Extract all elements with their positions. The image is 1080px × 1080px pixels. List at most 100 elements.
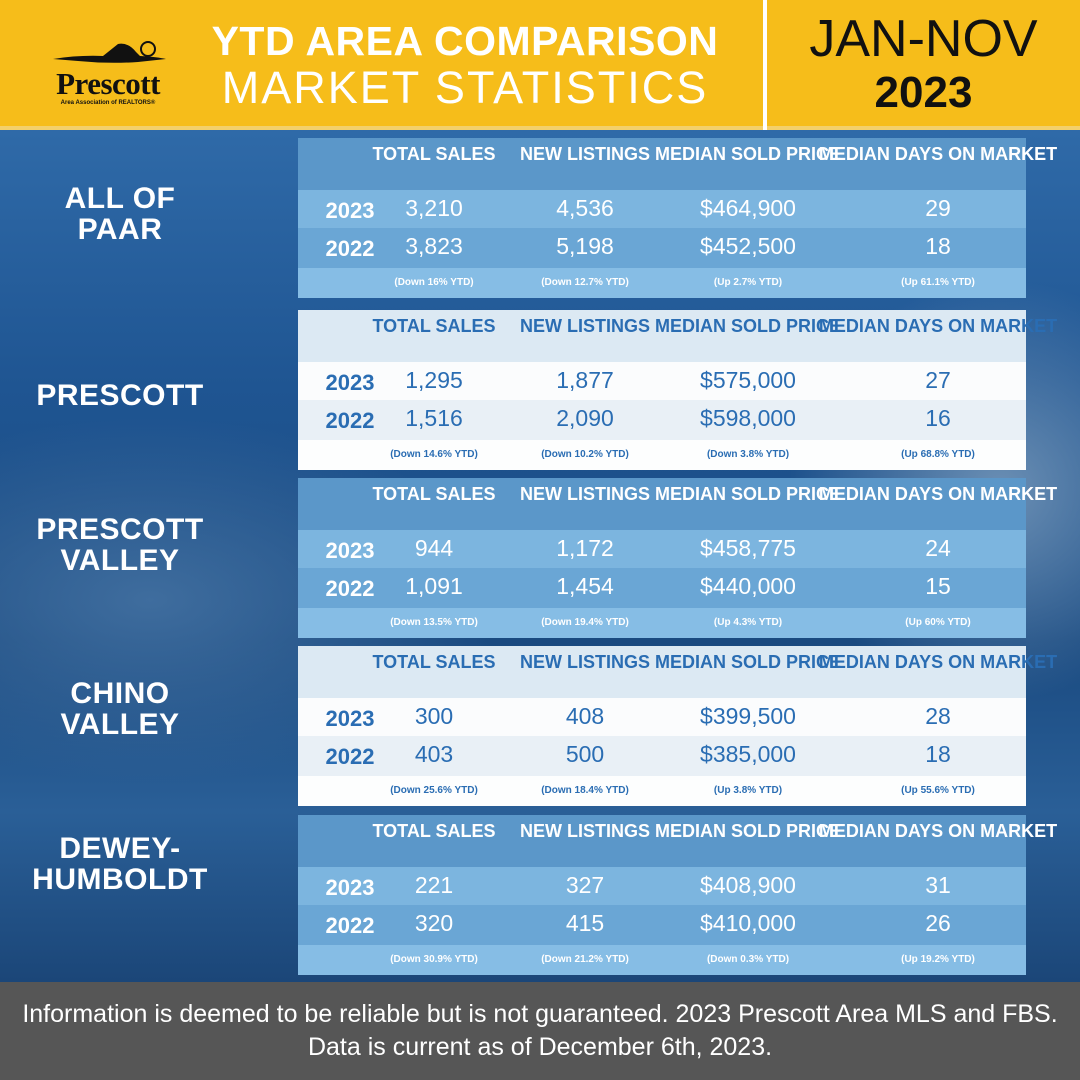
change-sales: (Down 30.9% YTD) <box>390 954 478 965</box>
cell-sales: 1,516 <box>405 405 463 431</box>
table-header: TOTAL SALES NEW LISTINGS MEDIAN SOLD PRICE… <box>298 138 1057 190</box>
table-row: 2022 320 415 $410,000 26 <box>298 905 1026 945</box>
table-header: TOTAL SALES NEW LISTINGS MEDIAN SOLD PRICE… <box>298 478 1057 530</box>
cell-days: 18 <box>925 233 951 259</box>
column-header-days: MEDIAN DAYS ON MARKET <box>818 652 1058 672</box>
column-header-listings: NEW LISTINGS <box>520 484 650 504</box>
column-header-days: MEDIAN DAYS ON MARKET <box>818 144 1058 164</box>
change-days: (Up 68.8% YTD) <box>901 449 975 460</box>
cell-listings: 1,877 <box>556 367 614 393</box>
cell-listings: 1,172 <box>556 535 614 561</box>
logo-subtitle: Area Association of REALTORS® <box>60 100 156 106</box>
change-price: (Down 3.8% YTD) <box>706 449 790 460</box>
change-listings: (Down 21.2% YTD) <box>541 954 629 965</box>
cell-sales: 320 <box>414 910 454 936</box>
period: JAN-NOV <box>809 10 1038 68</box>
change-sales: (Down 16% YTD) <box>394 277 474 288</box>
row-year: 2022 <box>325 236 375 261</box>
cell-days: 18 <box>925 741 951 767</box>
area-label: PRESCOTT <box>36 379 204 412</box>
column-header-price: MEDIAN SOLD PRICE <box>654 652 842 672</box>
column-header-days: MEDIAN DAYS ON MARKET <box>818 821 1058 841</box>
cell-days: 29 <box>925 195 951 221</box>
column-header-listings: NEW LISTINGS <box>520 821 650 841</box>
title-line1: YTD AREA COMPARISON <box>211 18 719 64</box>
table-row: 2022 1,091 1,454 $440,000 15 <box>298 568 1026 608</box>
table-row: 2023 1,295 1,877 $575,000 27 <box>298 362 1026 400</box>
column-header-price: MEDIAN SOLD PRICE <box>654 484 842 504</box>
table-row: 2023 3,210 4,536 $464,900 29 <box>298 190 1026 228</box>
cell-price: $410,000 <box>700 910 796 936</box>
column-header-listings: NEW LISTINGS <box>520 144 650 164</box>
change-listings: (Down 12.7% YTD) <box>541 277 629 288</box>
table-row: 2023 221 327 $408,900 31 <box>298 867 1026 905</box>
table-row: 2022 3,823 5,198 $452,500 18 <box>298 228 1026 268</box>
change-listings: (Down 19.4% YTD) <box>541 617 629 628</box>
column-header-listings: NEW LISTINGS <box>520 316 650 336</box>
change-listings: (Down 18.4% YTD) <box>541 785 629 796</box>
area-label: DEWEY- HUMBOLDT <box>32 832 208 896</box>
table-header: TOTAL SALES NEW LISTINGS MEDIAN SOLD PRICE… <box>298 646 1057 698</box>
cell-price: $452,500 <box>700 233 796 259</box>
change-row: (Down 25.6% YTD) (Down 18.4% YTD) (Up 3.8%… <box>298 776 1026 806</box>
cell-listings: 1,454 <box>556 573 614 599</box>
row-year: 2023 <box>325 538 375 563</box>
cell-sales: 1,295 <box>405 367 463 393</box>
table-row: 2022 403 500 $385,000 18 <box>298 736 1026 776</box>
stats-table: TOTAL SALES NEW LISTINGS MEDIAN SOLD PRICE… <box>298 478 1057 638</box>
area-label: ALL OF PAAR <box>64 182 176 246</box>
row-year: 2022 <box>325 913 375 938</box>
row-year: 2023 <box>325 198 375 223</box>
row-year: 2023 <box>325 370 375 395</box>
column-header-sales: TOTAL SALES <box>372 316 496 336</box>
disclaimer: Information is deemed to be reliable but… <box>0 982 1080 1080</box>
column-header-listings: NEW LISTINGS <box>520 652 650 672</box>
column-header-sales: TOTAL SALES <box>372 484 496 504</box>
stats-table: TOTAL SALES NEW LISTINGS MEDIAN SOLD PRICE… <box>298 815 1057 975</box>
change-price: (Up 3.8% YTD) <box>713 785 783 796</box>
cell-listings: 327 <box>565 872 605 898</box>
column-header-sales: TOTAL SALES <box>372 652 496 672</box>
year: 2023 <box>874 68 973 117</box>
cell-sales: 300 <box>414 703 454 729</box>
cell-days: 24 <box>925 535 951 561</box>
cell-days: 15 <box>925 573 951 599</box>
header: Prescott Area Association of REALTORS® Y… <box>0 0 1080 130</box>
cell-days: 28 <box>925 703 951 729</box>
cell-sales: 1,091 <box>405 573 463 599</box>
cell-days: 26 <box>925 910 951 936</box>
row-year: 2023 <box>325 706 375 731</box>
table-header: TOTAL SALES NEW LISTINGS MEDIAN SOLD PRICE… <box>298 815 1057 867</box>
cell-listings: 415 <box>565 910 605 936</box>
change-row: (Down 13.5% YTD) (Down 19.4% YTD) (Up 4.3%… <box>298 608 1026 638</box>
change-row: (Down 16% YTD) (Down 12.7% YTD) (Up 2.7% Y… <box>298 268 1026 298</box>
change-sales: (Down 13.5% YTD) <box>390 617 478 628</box>
change-days: (Up 61.1% YTD) <box>901 277 975 288</box>
change-row: (Down 30.9% YTD) (Down 21.2% YTD) (Down 0.… <box>298 945 1026 975</box>
change-days: (Up 60% YTD) <box>905 617 971 628</box>
cell-price: $385,000 <box>700 741 796 767</box>
table-row: 2022 1,516 2,090 $598,000 16 <box>298 400 1026 440</box>
cell-price: $598,000 <box>700 405 796 431</box>
cell-sales: 944 <box>414 535 454 561</box>
cell-sales: 403 <box>414 741 454 767</box>
stats-table: TOTAL SALES NEW LISTINGS MEDIAN SOLD PRICE… <box>298 310 1057 470</box>
table-header: TOTAL SALES NEW LISTINGS MEDIAN SOLD PRICE… <box>298 310 1057 362</box>
cell-listings: 500 <box>565 741 605 767</box>
change-row: (Down 14.6% YTD) (Down 10.2% YTD) (Down 3.… <box>298 440 1026 470</box>
table-row: 2023 944 1,172 $458,775 24 <box>298 530 1026 568</box>
column-header-days: MEDIAN DAYS ON MARKET <box>818 316 1058 336</box>
row-year: 2022 <box>325 744 375 769</box>
cell-price: $440,000 <box>700 573 796 599</box>
row-year: 2022 <box>325 576 375 601</box>
change-days: (Up 19.2% YTD) <box>901 954 975 965</box>
stats-table: TOTAL SALES NEW LISTINGS MEDIAN SOLD PRICE… <box>298 138 1057 298</box>
column-header-price: MEDIAN SOLD PRICE <box>654 316 842 336</box>
mountain-sun-icon <box>53 41 166 63</box>
cell-listings: 4,536 <box>556 195 614 221</box>
row-year: 2022 <box>325 408 375 433</box>
change-sales: (Down 14.6% YTD) <box>390 449 478 460</box>
change-days: (Up 55.6% YTD) <box>901 785 975 796</box>
cell-price: $464,900 <box>700 195 796 221</box>
cell-price: $458,775 <box>700 535 796 561</box>
